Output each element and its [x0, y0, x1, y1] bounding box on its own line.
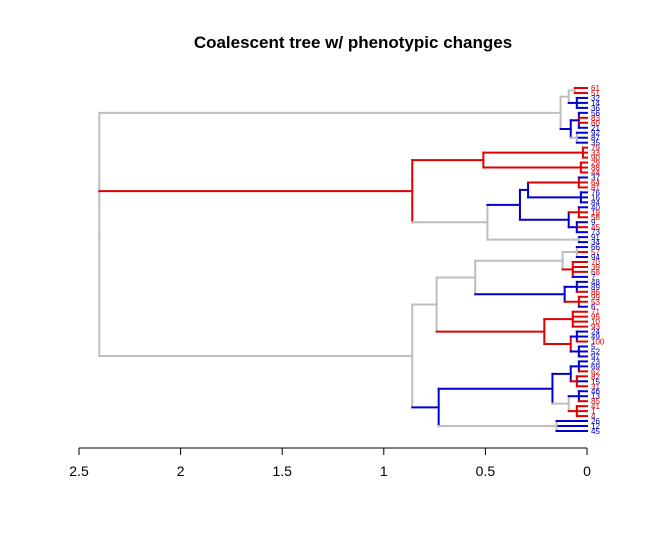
tip-label: 100: [591, 338, 605, 347]
tip-label: 68: [591, 268, 600, 277]
tip-label: 61: [591, 84, 600, 93]
tip-label: 16: [591, 193, 600, 202]
tip-label: 41: [591, 402, 600, 411]
tip-label: 73: [591, 228, 600, 237]
tree-branches: [98, 87, 588, 432]
tip-label: 79: [591, 144, 600, 153]
tip-label: 23: [591, 357, 600, 366]
tip-label: 51: [591, 89, 600, 98]
tip-label: 48: [591, 278, 600, 287]
tip-label: 62: [591, 367, 600, 376]
tip-label: 92: [591, 129, 600, 138]
tip-label: 84: [591, 198, 600, 207]
tip-label: 10: [591, 318, 600, 327]
tip-label: 40: [591, 203, 600, 212]
tip-label: 21: [591, 124, 600, 133]
tip-label: 12: [591, 422, 600, 431]
tip-label: 4: [591, 412, 596, 421]
tip-label: 87: [591, 134, 600, 143]
tip-label: 36: [591, 104, 600, 113]
tip-labels: 6151321436568360219287357933902988443764…: [591, 84, 605, 436]
tip-label: 53: [591, 298, 600, 307]
tip-label: 60: [591, 119, 600, 128]
tip-label: 29: [591, 159, 600, 168]
tip-label: 89: [591, 283, 600, 292]
tip-label: 24: [591, 328, 600, 337]
tip-label: 95: [591, 313, 600, 322]
tip-label: 85: [591, 397, 600, 406]
tip-label: 6: [591, 303, 596, 312]
tip-label: 99: [591, 293, 600, 302]
x-tick-label: 1: [380, 463, 388, 479]
tip-label: 45: [591, 427, 600, 436]
tip-label: 7: [591, 273, 596, 282]
tip-label: 32: [591, 94, 600, 103]
tip-label: 49: [591, 333, 600, 342]
tip-label: 31: [591, 382, 600, 391]
tip-label: 83: [591, 114, 600, 123]
tip-label: 64: [591, 178, 600, 187]
tip-label: 45: [591, 223, 600, 232]
tip-label: 52: [591, 347, 600, 356]
tip-label: 46: [591, 387, 600, 396]
tip-label: 34: [591, 238, 600, 247]
tip-label: 15: [591, 377, 600, 386]
tip-label: 69: [591, 362, 600, 371]
tip-label: 71: [591, 308, 600, 317]
tip-label: 88: [591, 164, 600, 173]
tip-label: 5: [591, 342, 596, 351]
tip-label: 81: [591, 183, 600, 192]
tip-label: 35: [591, 139, 600, 148]
tip-label: 70: [591, 258, 600, 267]
tip-label: 9: [591, 218, 596, 227]
tip-label: 76: [591, 188, 600, 197]
tip-label: 37: [591, 173, 600, 182]
tip-label: 66: [591, 243, 600, 252]
tip-label: 13: [591, 392, 600, 401]
tip-label: 19: [591, 208, 600, 217]
tip-label: 93: [591, 323, 600, 332]
tip-label: 56: [591, 109, 600, 118]
tip-label: 57: [591, 248, 600, 257]
tip-label: 1: [591, 407, 596, 416]
tip-label: 82: [591, 372, 600, 381]
tip-label: 97: [591, 352, 600, 361]
x-tick-label: 1.5: [272, 463, 292, 479]
tip-label: 26: [591, 417, 600, 426]
x-axis: 2.5 2 1.5 1 0.5 0: [69, 447, 591, 479]
tip-label: 44: [591, 169, 600, 178]
tip-label: 90: [591, 154, 600, 163]
x-tick-label: 2.5: [69, 463, 89, 479]
x-tick-label: 0: [583, 463, 591, 479]
x-tick-label: 2: [177, 463, 185, 479]
tip-label: 14: [591, 99, 600, 108]
tip-label: 33: [591, 149, 600, 158]
tip-label: 39: [591, 263, 600, 272]
x-tick-label: 0.5: [476, 463, 496, 479]
tip-label: 86: [591, 288, 600, 297]
chart-title: Coalescent tree w/ phenotypic changes: [194, 33, 512, 52]
tip-label: 91: [591, 233, 600, 242]
tip-label: 58: [591, 213, 600, 222]
tip-label: 94: [591, 253, 600, 262]
